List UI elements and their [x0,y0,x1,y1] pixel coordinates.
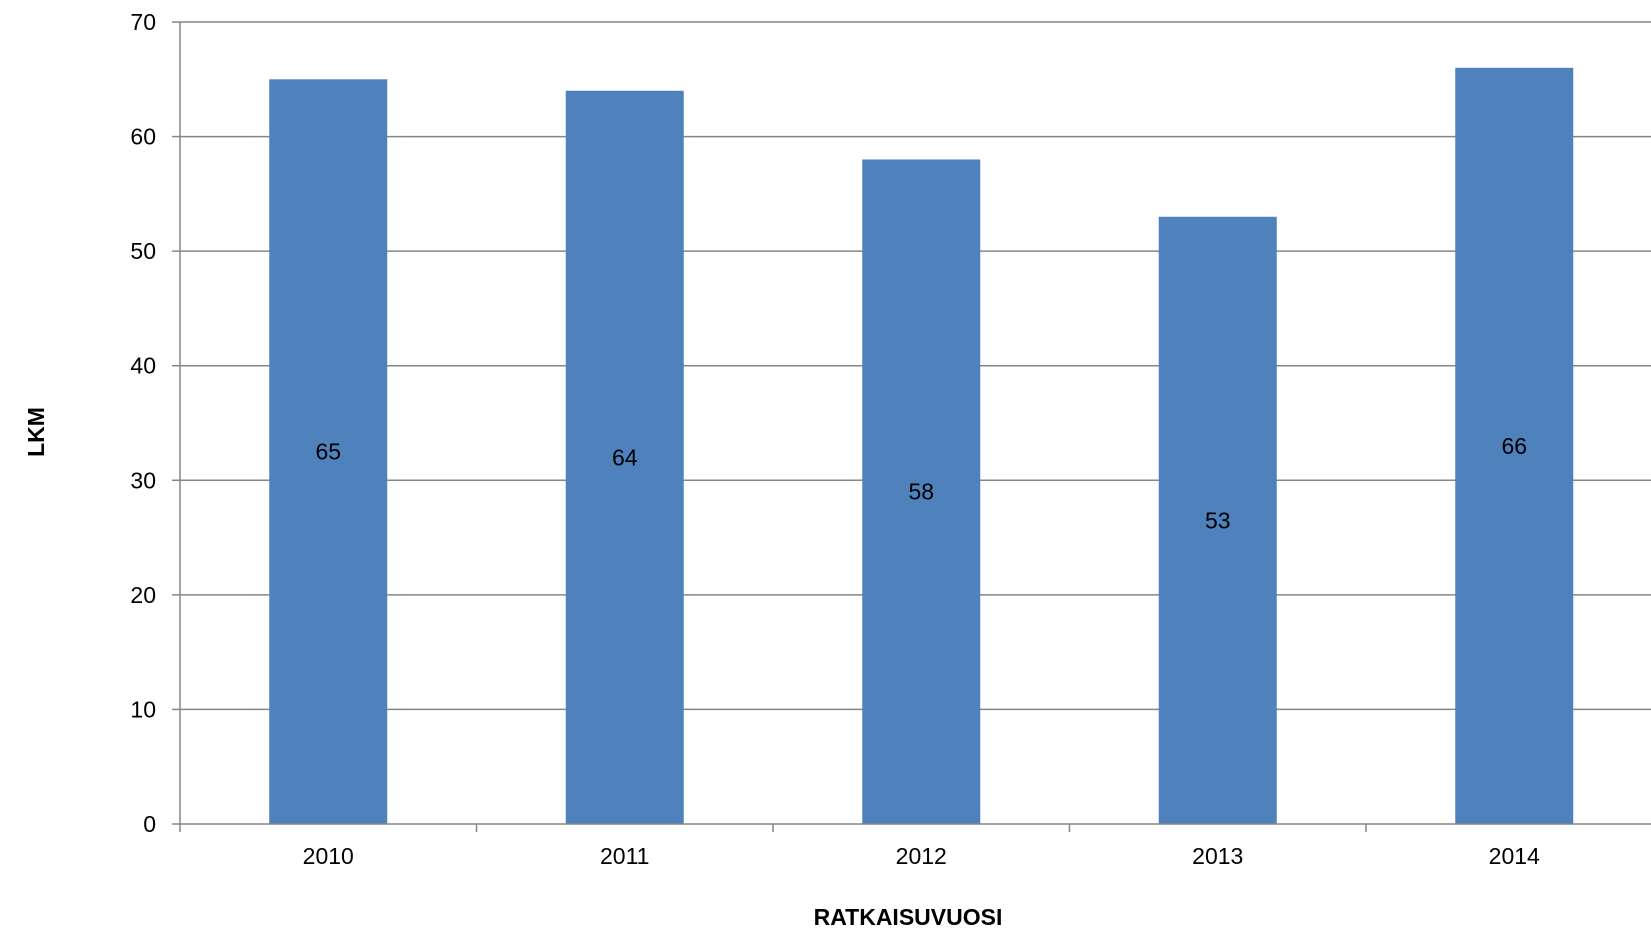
y-tick-labels: 0 10 20 30 40 50 60 70 [130,9,156,837]
y-axis-title: LKM [23,407,49,457]
bar [862,159,981,824]
x-tick-label: 2014 [1489,843,1540,869]
bar [1158,216,1277,824]
x-tick-label: 2012 [896,843,947,869]
y-tick-label: 30 [130,467,156,493]
bars [269,67,1574,825]
bar-data-label: 65 [315,439,341,465]
y-tick-label: 40 [130,353,156,379]
axes [172,21,1651,832]
bar-data-label: 66 [1501,433,1527,459]
bar [565,90,684,824]
data-labels: 65 64 58 53 66 [315,433,1527,533]
y-tick-label: 0 [143,811,156,837]
bar [269,79,388,825]
x-tick-label: 2011 [600,843,649,869]
x-axis-title: RATKAISUVUOSI [814,904,1003,930]
bar-data-label: 64 [612,444,638,470]
y-tick-label: 50 [130,238,156,264]
y-tick-label: 20 [130,582,156,608]
y-tick-label: 70 [130,9,156,35]
x-tick-labels: 2010 2011 2012 2013 2014 [303,843,1540,869]
bar-data-label: 53 [1205,507,1231,533]
y-tick-label: 60 [130,124,156,150]
x-tick-label: 2010 [303,843,354,869]
y-tick-label: 10 [130,696,156,722]
bar-data-label: 58 [908,479,934,505]
x-tick-label: 2013 [1192,843,1243,869]
bar [1455,67,1574,825]
